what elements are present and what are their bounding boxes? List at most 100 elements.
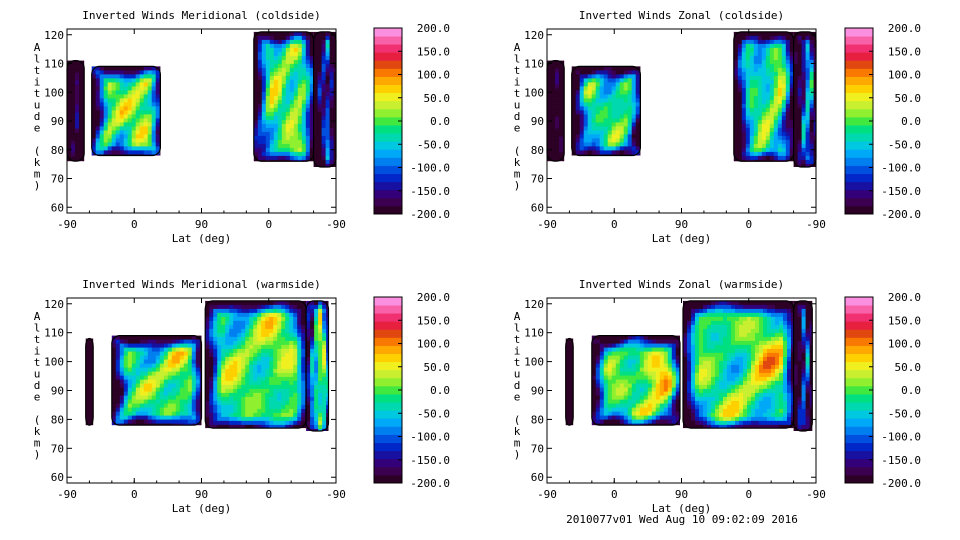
field-cell xyxy=(575,98,581,103)
field-cell xyxy=(179,387,185,392)
field-cell xyxy=(813,71,816,77)
field-cell xyxy=(253,312,258,318)
field-cell xyxy=(209,412,214,418)
field-cell xyxy=(253,352,258,358)
field-cell xyxy=(143,407,149,412)
field-cell xyxy=(281,400,286,406)
field-cell xyxy=(67,124,72,129)
field-cell xyxy=(318,388,323,394)
field-cell xyxy=(281,368,286,374)
field-cell xyxy=(749,51,755,57)
field-cell xyxy=(587,102,593,107)
field-cell xyxy=(257,324,262,330)
field-cell xyxy=(591,367,597,372)
field-cell xyxy=(583,66,589,71)
field-cell xyxy=(309,111,314,117)
field-cell xyxy=(749,71,755,77)
field-cell xyxy=(115,130,121,135)
field-cell xyxy=(737,39,743,45)
field-cell xyxy=(591,343,597,348)
field-cell xyxy=(187,351,193,356)
field-cell xyxy=(631,78,637,83)
field-cell xyxy=(99,102,105,107)
field-cell xyxy=(322,368,327,374)
field-cell xyxy=(563,84,565,89)
field-cell xyxy=(607,90,613,95)
field-cell xyxy=(789,115,794,121)
colorbar: 200.0150.0100.050.00.0-50.0-100.0-150.0-… xyxy=(844,22,921,221)
field-cell xyxy=(591,98,597,103)
field-cell xyxy=(293,408,298,414)
field-cell xyxy=(571,122,577,127)
field-cell xyxy=(761,59,767,65)
field-cell xyxy=(563,144,565,149)
field-cell xyxy=(123,339,129,344)
colorbar-swatch xyxy=(374,189,402,199)
field-cell xyxy=(777,147,783,153)
field-cell xyxy=(723,300,728,306)
field-cell xyxy=(261,115,267,121)
field-cell xyxy=(127,355,133,360)
field-cell xyxy=(75,140,80,145)
field-cell xyxy=(95,110,101,115)
field-cell xyxy=(127,86,133,91)
field-cell xyxy=(233,300,238,306)
field-cell xyxy=(663,407,669,412)
field-cell xyxy=(769,63,775,69)
field-cell xyxy=(183,339,189,344)
field-cell xyxy=(663,355,669,360)
field-cell xyxy=(139,138,145,143)
field-cell xyxy=(749,123,755,129)
field-cell xyxy=(123,371,129,376)
field-cell xyxy=(301,360,306,366)
field-cell xyxy=(781,119,787,125)
field-cell xyxy=(322,364,327,370)
field-cell xyxy=(91,110,97,115)
field-cell xyxy=(175,343,181,348)
field-cell xyxy=(199,383,202,388)
colorbar-swatch xyxy=(374,173,402,183)
field-cell xyxy=(175,419,181,424)
field-cell xyxy=(745,99,751,105)
field-cell xyxy=(737,43,743,49)
field-cell xyxy=(119,367,125,372)
field-cell xyxy=(89,398,94,403)
field-cell xyxy=(687,300,692,306)
field-cell xyxy=(233,348,238,354)
field-cell xyxy=(326,376,329,382)
field-cell xyxy=(111,391,117,396)
field-cell xyxy=(75,148,80,153)
field-cell xyxy=(257,119,263,125)
field-cell xyxy=(631,367,637,372)
field-cell xyxy=(309,95,314,101)
field-cell xyxy=(261,131,267,137)
field-cell xyxy=(95,66,101,71)
field-cell xyxy=(115,70,121,75)
field-cell xyxy=(253,131,259,137)
field-cell xyxy=(249,420,254,426)
field-cell xyxy=(119,70,125,75)
field-cell xyxy=(95,150,101,155)
field-cell xyxy=(805,59,810,65)
field-cell xyxy=(237,416,242,422)
field-cell xyxy=(757,59,763,65)
field-cell xyxy=(813,43,816,49)
field-cell xyxy=(647,351,653,356)
field-cell xyxy=(547,116,552,121)
field-cell xyxy=(217,404,222,410)
field-cell xyxy=(599,90,605,95)
field-cell xyxy=(257,87,263,93)
field-cell xyxy=(229,404,234,410)
field-cell xyxy=(643,395,649,400)
field-cell xyxy=(285,115,291,121)
field-cell xyxy=(623,150,629,155)
field-cell xyxy=(103,74,109,79)
field-cell xyxy=(297,75,303,81)
field-cell xyxy=(289,364,294,370)
field-cell xyxy=(555,152,560,157)
field-cell xyxy=(565,410,571,415)
field-cell xyxy=(95,126,101,131)
field-cell xyxy=(306,336,311,342)
field-cell xyxy=(761,99,767,105)
field-cell xyxy=(551,68,556,73)
